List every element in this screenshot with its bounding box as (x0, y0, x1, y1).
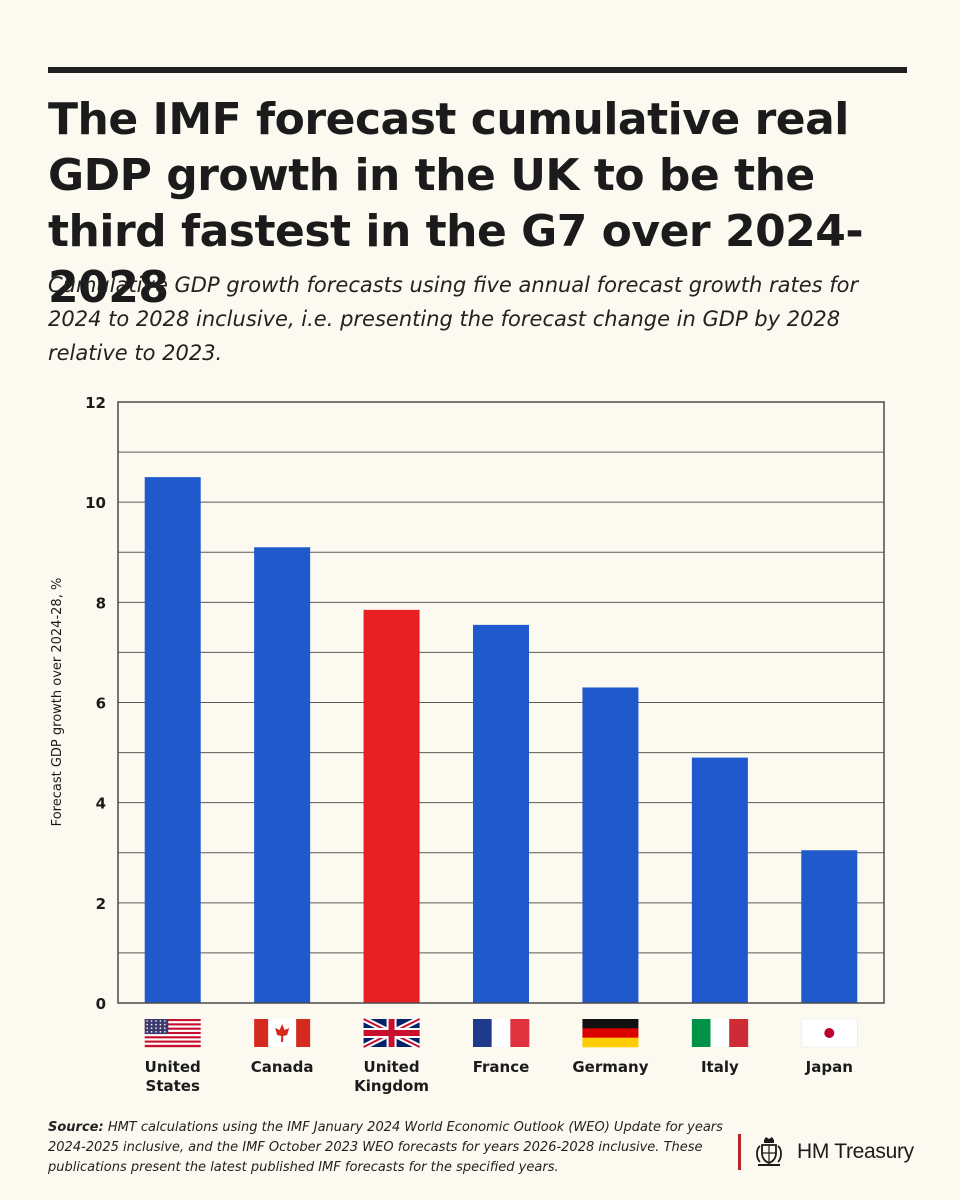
brand-name: HM Treasury (797, 1140, 914, 1163)
source-note: Source: HMT calculations using the IMF J… (48, 1118, 738, 1178)
x-tick-label: United (145, 1058, 201, 1076)
flags-group (144, 1016, 858, 1050)
y-tick-labels: 0 2 4 6 8 10 12 (85, 394, 106, 1013)
brand-divider (738, 1134, 741, 1170)
bar-france (473, 624, 529, 1003)
chart-subtitle: Cumulative GDP growth forecasts using fi… (48, 273, 859, 365)
y-tick-label: 8 (96, 594, 106, 612)
x-tick-label: Kingdom (354, 1077, 429, 1095)
bars-group (144, 477, 858, 1003)
bar-canada (254, 547, 311, 1003)
y-tick-label: 10 (85, 494, 106, 512)
bar-japan (801, 850, 858, 1003)
germany-flag-icon (582, 1019, 639, 1048)
bar-chart: 0 2 4 6 8 10 12 Forecast GDP growth over 2024-… (50, 394, 885, 1095)
uk-flag-icon (362, 1016, 421, 1050)
japan-flag-icon (800, 1018, 858, 1048)
x-tick-label: France (473, 1058, 530, 1076)
chart-title: The IMF forecast cumulative real GDP gro… (48, 94, 864, 313)
bar-united-states (144, 477, 201, 1003)
x-tick-label: Canada (251, 1058, 314, 1076)
bar-united-kingdom (363, 609, 420, 1003)
france-flag-icon (473, 1019, 530, 1047)
canada-flag-icon (254, 1019, 311, 1047)
royal-crest-icon (756, 1137, 782, 1166)
italy-flag-icon (691, 1019, 749, 1047)
x-tick-label: Italy (701, 1058, 739, 1076)
source-text: HMT calculations using the IMF January 2… (48, 1120, 723, 1175)
y-tick-label: 0 (96, 995, 106, 1013)
x-tick-label: United (364, 1058, 420, 1076)
x-tick-label: Japan (805, 1058, 853, 1076)
y-tick-label: 6 (96, 695, 106, 713)
y-tick-label: 2 (96, 895, 106, 913)
y-tick-label: 4 (96, 795, 106, 813)
source-label: Source: (48, 1120, 104, 1135)
bar-germany (582, 687, 639, 1003)
us-flag-icon (144, 1019, 201, 1048)
bar-italy (691, 757, 748, 1003)
x-tick-label: Germany (572, 1058, 648, 1076)
x-tick-label: States (146, 1077, 200, 1095)
y-tick-label: 12 (85, 394, 106, 412)
top-rule (48, 67, 907, 73)
y-axis-label: Forecast GDP growth over 2024-28, % (50, 578, 65, 827)
hm-treasury-brand: HM Treasury (738, 1134, 914, 1170)
plot-frame (117, 401, 885, 1004)
